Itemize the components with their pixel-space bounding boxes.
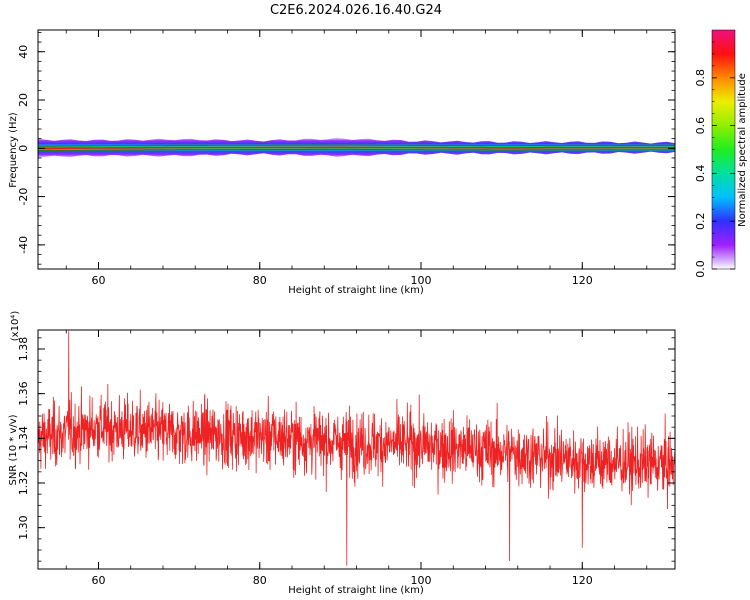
- colorbar-ticks: 0.0 0.2 0.4 0.6 0.8: [694, 41, 735, 278]
- snr-x-tick-label: 80: [253, 574, 267, 587]
- snr-x-tick-label: 120: [572, 574, 593, 587]
- colorbar-tick-label: 0.4: [694, 165, 707, 183]
- spectrogram-y-tick-label: -20: [17, 188, 30, 206]
- spectrogram-y-tick-label: 40: [17, 45, 30, 59]
- spectrogram-y-tick-label: -40: [17, 236, 30, 254]
- snr-series-line: [38, 331, 675, 566]
- spectrogram-x-ticks: 60 80 100 120: [65, 30, 648, 287]
- spectrogram-panel: 60 80 100 120 -40 -20 0 20 40 Height of straigh…: [8, 29, 676, 296]
- figure-title: C2E6.2024.026.16.40.G24: [270, 3, 442, 18]
- snr-x-tick-label: 60: [91, 574, 105, 587]
- spectrogram-x-tick-label: 100: [411, 274, 432, 287]
- track-edge-lower: [38, 148, 675, 152]
- colorbar-tick-label: 0.2: [694, 212, 707, 230]
- spectrogram-x-axis-title: Height of straight line (km): [288, 285, 424, 296]
- snr-y-tick-label: 1.32: [17, 471, 30, 496]
- spectrogram-x-tick-label: 120: [572, 274, 593, 287]
- snr-y-ticks: 1.30 1.32 1.34 1.36 1.38: [17, 337, 675, 562]
- colorbar-tick-label: 0.0: [694, 260, 707, 278]
- snr-x-tick-label: 100: [411, 574, 432, 587]
- snr-y-axis-title: SNR (10 * v/v): [8, 414, 19, 485]
- snr-x-axis-title: Height of straight line (km): [288, 585, 424, 596]
- colorbar-tick-label: 0.8: [694, 69, 707, 87]
- snr-y-scale-label: (x10⁴): [10, 311, 21, 342]
- snr-y-tick-label: 1.30: [17, 515, 30, 540]
- snr-y-tick-label: 1.36: [17, 381, 30, 406]
- spectrogram-y-axis-title: Frequency (Hz): [8, 112, 19, 188]
- snr-panel: 60 80 100 120 1.30 1.32 1.34 1.36 1.38 Height o…: [8, 311, 676, 596]
- snr-plot-area: [38, 331, 675, 566]
- colorbar: 0.0 0.2 0.4 0.6 0.8 Normalized spectral ampl…: [694, 29, 748, 278]
- snr-y-tick-label: 1.34: [17, 426, 30, 451]
- spectrogram-x-tick-label: 80: [253, 274, 267, 287]
- colorbar-gradient: [712, 30, 735, 269]
- spectrogram-y-tick-label: 20: [17, 93, 30, 107]
- track-edge-upper: [38, 144, 675, 147]
- snr-y-tick-label: 1.38: [17, 337, 30, 362]
- track-peak-line: [38, 146, 675, 150]
- spectrogram-y-ticks: -40 -20 0 20 40: [17, 32, 675, 265]
- colorbar-title: Normalized spectral amplitude: [737, 73, 748, 227]
- spectrogram-plot-area: [38, 137, 675, 158]
- snr-x-ticks: 60 80 100 120: [65, 330, 648, 587]
- spectrogram-x-tick-label: 60: [91, 274, 105, 287]
- spectrogram-y-tick-label: 0: [17, 145, 30, 152]
- colorbar-tick-label: 0.6: [694, 117, 707, 135]
